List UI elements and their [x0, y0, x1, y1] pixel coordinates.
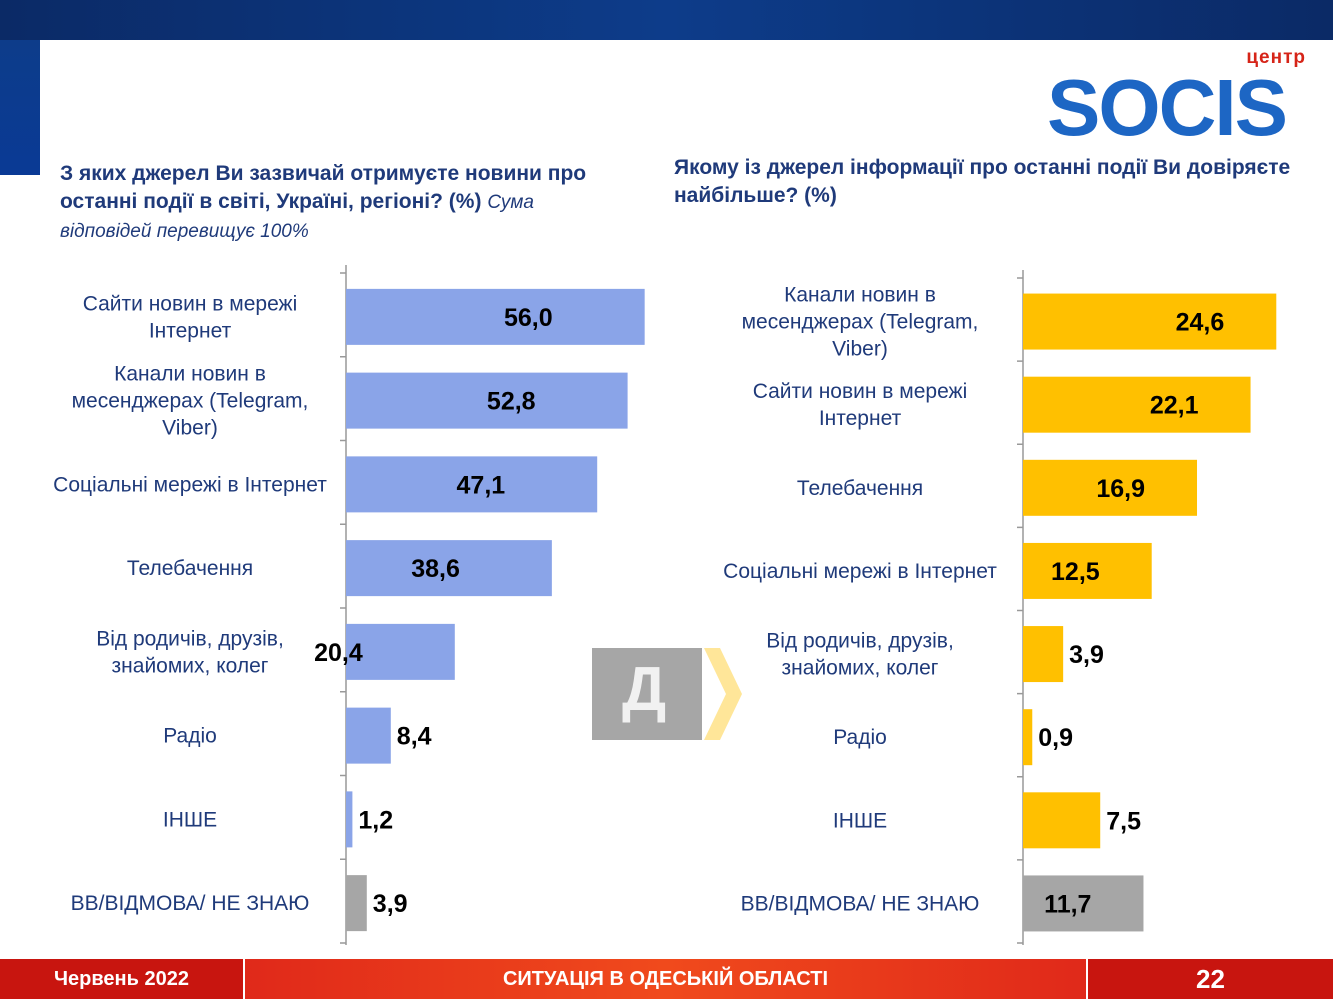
value-label-1-4: 3,9: [1069, 641, 1104, 669]
value-label-0-3: 38,6: [411, 555, 460, 583]
category-label-1-5: Радіо: [833, 726, 887, 749]
value-label-0-5: 8,4: [397, 723, 432, 751]
bar-0-0: [346, 288, 645, 345]
side-accent-bar: [0, 40, 40, 175]
category-label-0-2: Соціальні мережі в Інтернет: [53, 473, 327, 496]
category-label-0-5: Радіо: [163, 725, 217, 748]
bar-1-6: [1023, 792, 1101, 849]
bar-0-7: [346, 875, 367, 932]
value-label-0-7: 3,9: [373, 890, 408, 918]
footer-bar: Червень 2022 СИТУАЦІЯ В ОДЕСЬКІЙ ОБЛАСТІ…: [0, 959, 1333, 999]
value-label-1-3: 12,5: [1051, 558, 1100, 586]
bar-0-4: [346, 623, 455, 680]
category-label-1-0: Канали новин в месенджерах (Telegram, Vibe…: [742, 284, 979, 361]
category-label-1-1: Сайти новин в мережі Інтернет: [753, 380, 968, 430]
category-label-1-4: Від родичів, друзів, знайомих, колег: [766, 630, 954, 680]
category-label-1-7: ВВ/ВІДМОВА/ НЕ ЗНАЮ: [741, 892, 980, 915]
category-label-0-1: Канали новин в месенджерах (Telegram, Vibe…: [72, 363, 309, 440]
bar-1-5: [1023, 709, 1033, 766]
transition-arrow-icon: Д: [592, 648, 742, 740]
bar-1-4: [1023, 626, 1064, 683]
logo-brand-text: SOCIS: [1047, 63, 1286, 142]
left-question-note: Сума відповідей перевищує 100%: [60, 192, 534, 242]
value-label-0-6: 1,2: [358, 806, 393, 834]
bar-1-0: [1023, 293, 1277, 350]
value-label-1-0: 24,6: [1176, 309, 1225, 337]
value-label-1-5: 0,9: [1038, 724, 1073, 752]
bar-1-3: [1023, 542, 1152, 599]
value-label-1-1: 22,1: [1150, 392, 1199, 420]
bar-0-5: [346, 707, 391, 764]
value-label-0-0: 56,0: [504, 304, 553, 332]
left-question-title: З яких джерел Ви зазвичай отримуєте нови…: [60, 160, 620, 246]
logo-small-text: центр: [1246, 47, 1306, 68]
right-question-title: Якому із джерел інформації про останні п…: [674, 154, 1324, 210]
value-label-1-7: 11,7: [1044, 890, 1091, 918]
category-label-1-3: Соціальні мережі в Інтернет: [723, 560, 997, 583]
left-question-text: З яких джерел Ви зазвичай отримуєте нови…: [60, 162, 587, 213]
category-label-0-6: ІНШЕ: [163, 808, 217, 831]
bar-1-7: [1023, 875, 1144, 932]
bar-1-2: [1023, 459, 1198, 516]
value-label-1-2: 16,9: [1096, 475, 1145, 503]
value-label-0-1: 52,8: [487, 388, 536, 416]
category-label-0-3: Телебачення: [127, 557, 253, 580]
category-label-0-4: Від родичів, друзів, знайомих, колег: [96, 627, 284, 677]
top-banner: [0, 0, 1333, 40]
right-question-text: Якому із джерел інформації про останні п…: [674, 156, 1291, 207]
bar-0-1: [346, 372, 628, 429]
footer-title: СИТУАЦІЯ В ОДЕСЬКІЙ ОБЛАСТІ: [245, 959, 1088, 999]
arrow-letter: Д: [622, 655, 667, 724]
bar-0-6: [346, 791, 353, 848]
value-label-1-6: 7,5: [1106, 807, 1141, 835]
footer-date: Червень 2022: [0, 959, 245, 999]
category-label-1-2: Телебачення: [797, 477, 923, 500]
socis-logo: центр SOCIS: [1045, 45, 1320, 142]
footer-page-number: 22: [1088, 959, 1333, 999]
category-label-1-6: ІНШЕ: [833, 809, 887, 832]
value-label-0-2: 47,1: [457, 471, 506, 499]
bar-1-1: [1023, 376, 1251, 433]
logo-wordmark: SOCIS: [1047, 63, 1288, 142]
category-label-0-7: ВВ/ВІДМОВА/ НЕ ЗНАЮ: [71, 892, 310, 915]
category-label-0-0: Сайти новин в мережі Інтернет: [83, 292, 298, 342]
value-label-0-4: 20,4: [314, 639, 363, 667]
bar-0-2: [346, 456, 598, 513]
bar-0-3: [346, 540, 552, 597]
